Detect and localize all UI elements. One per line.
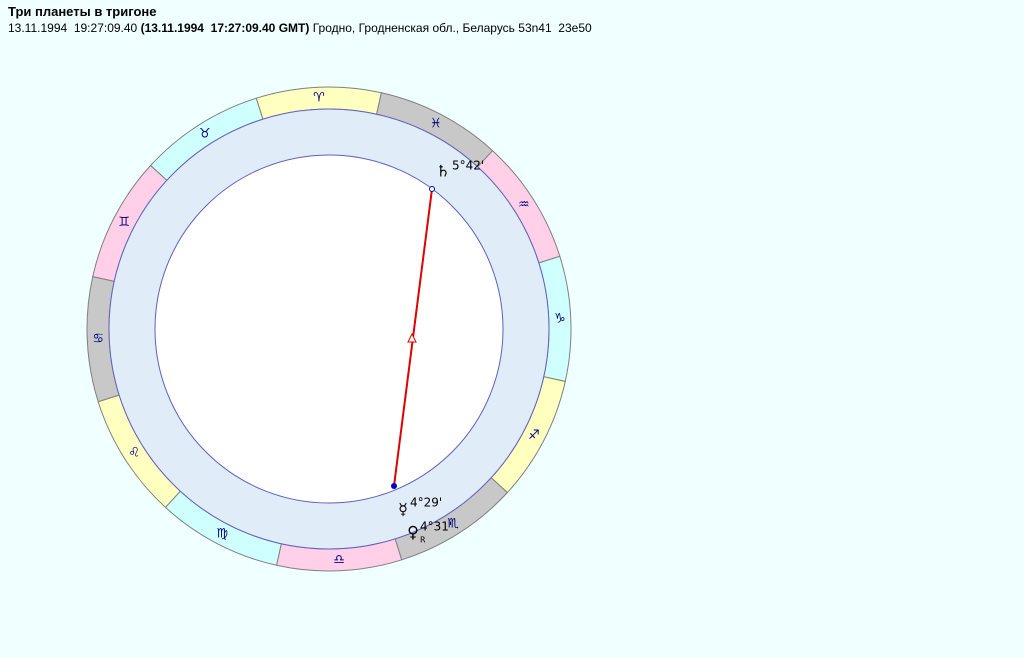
zodiac-glyph: ♋ [92, 332, 104, 347]
planet-point [391, 483, 397, 489]
retrograde-mark: R [420, 536, 426, 545]
zodiac-glyph: ♒ [518, 197, 530, 212]
header: Три планеты в тригоне 13.11.1994 19:27:0… [8, 4, 592, 36]
zodiac-glyph: ♌ [128, 446, 140, 461]
local-time: 13.11.1994 19:27:09.40 [8, 21, 138, 35]
planet-glyph: ☿ [398, 500, 408, 519]
zodiac-glyph: ♈ [313, 91, 325, 106]
zodiac-glyph: ♎ [333, 552, 345, 567]
info-line: 13.11.1994 19:27:09.40 (13.11.1994 17:27… [8, 20, 592, 36]
title: Три планеты в тригоне [8, 4, 157, 19]
trine-symbol [407, 332, 417, 343]
zodiac-glyph: ♑ [554, 311, 566, 326]
planet-label: 4°31' [420, 520, 452, 534]
inner-circle [154, 154, 504, 504]
planet-label: 4°29' [410, 496, 442, 510]
zodiac-glyph: ♐ [528, 428, 540, 443]
planet-glyph: ♄ [436, 162, 450, 181]
zodiac-glyph: ♓ [430, 117, 442, 132]
zodiac-ring: ♈ ♉ ♊ ♋ ♌ ♍ ♎ ♏ ♐ ♑ ♒ ♓ [86, 86, 572, 572]
planet-label: 5°42' [452, 159, 484, 173]
place: Гродно, Гродненская обл., Беларусь 53n41… [312, 21, 592, 35]
zodiac-glyph: ♍ [217, 526, 229, 541]
zodiac-glyph: ♊ [118, 215, 130, 230]
planet-point [429, 186, 435, 192]
gmt-time: (13.11.1994 17:27:09.40 GMT) [140, 21, 310, 35]
planet-glyph: ♀ [407, 523, 419, 542]
zodiac-glyph: ♉ [199, 127, 211, 142]
zodiac-glyph: ♏ [447, 516, 459, 531]
